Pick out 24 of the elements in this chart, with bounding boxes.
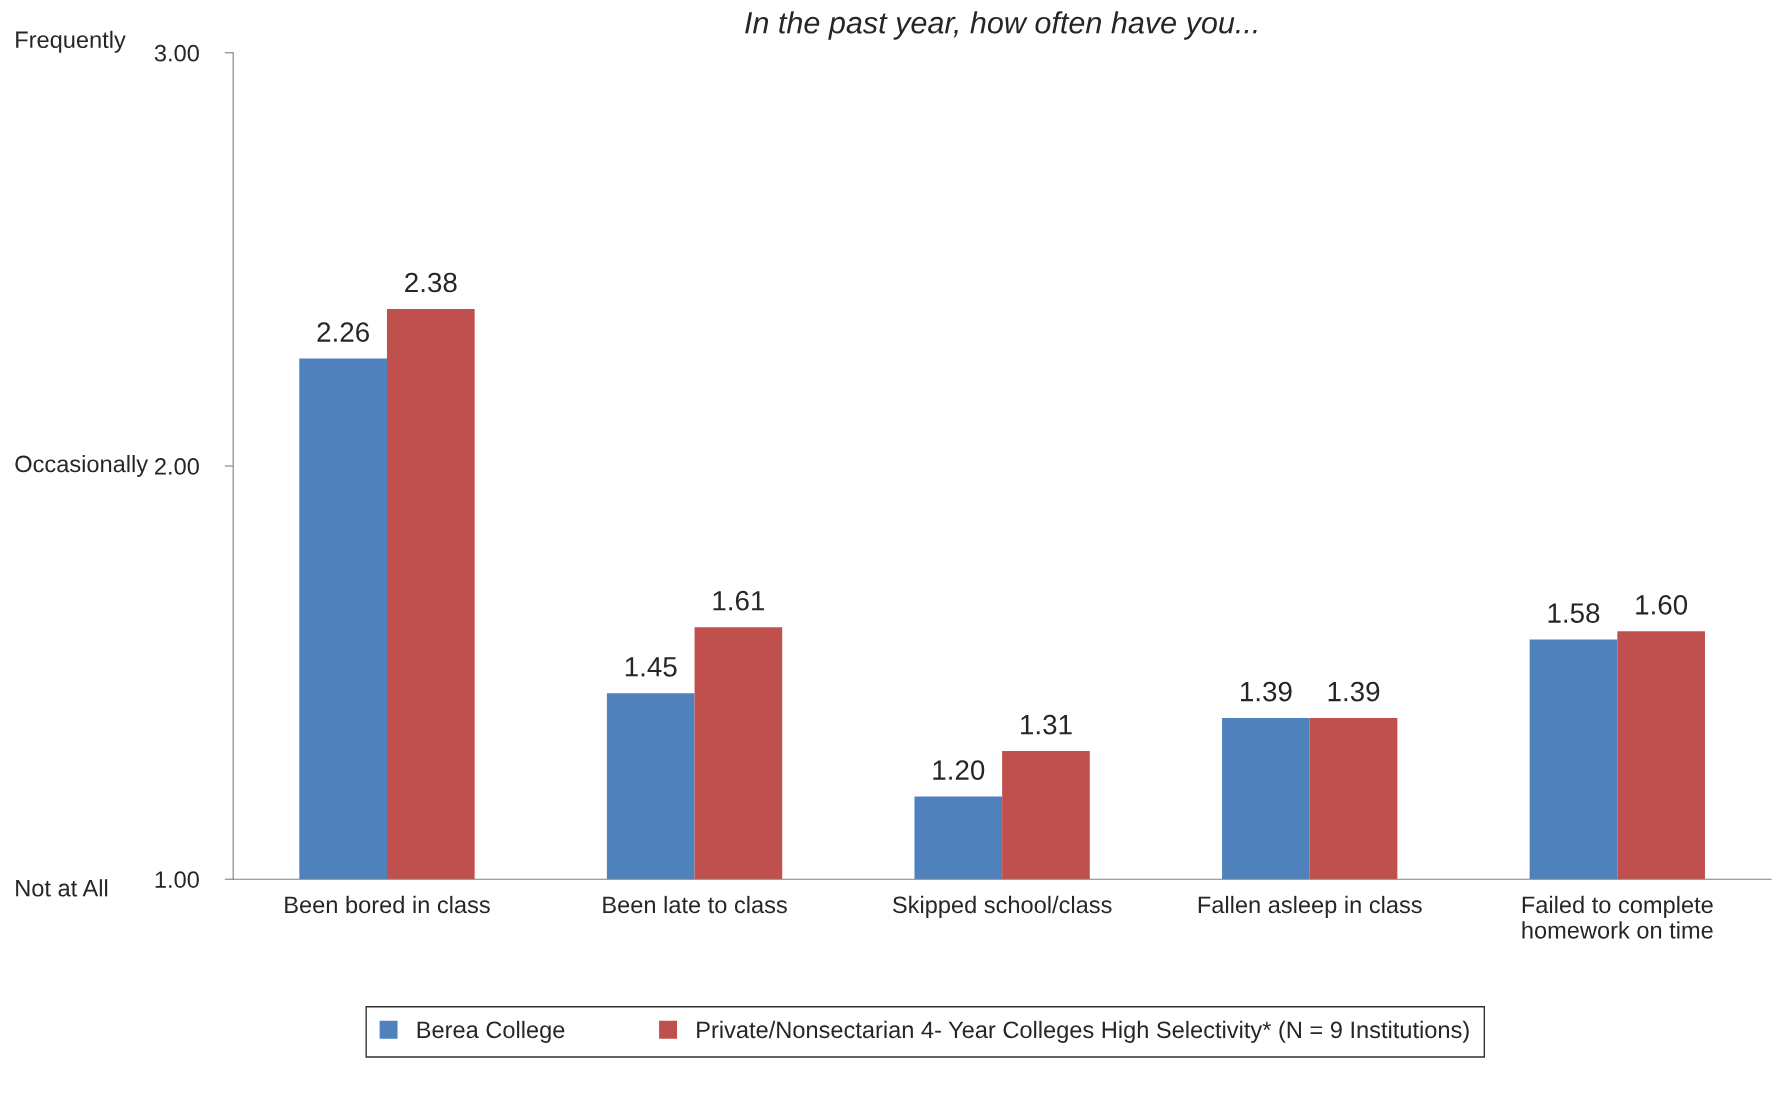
data-label: 1.61 [713,590,765,611]
data-label: 1.45 [625,657,677,677]
legend-label: Private/Nonsectarian 4- Year Colleges High Selectivity* (N = 9 Institutions) [697,1020,1469,1043]
legend-label: Berea College [417,1020,565,1043]
text: Frequently [16,30,126,53]
x-tick-label: Skipped school/class [892,895,1112,918]
x-tick-label: Been late to class [603,895,787,914]
chart-title: In the past year, how often have you... [745,11,1257,40]
x-tick-label: Been bored in class [285,895,490,914]
data-label: 1.31 [1021,714,1072,735]
data-label: 2.38 [405,272,457,293]
text: Occasionally [15,454,149,477]
y-tick-label: 2.00 [155,458,199,475]
data-label: 1.39 [1240,681,1292,702]
data-label: 1.58 [1548,603,1600,623]
data-label: 2.26 [317,322,369,342]
data-label: 1.39 [1328,681,1380,702]
y-tick-label: 3.00 [154,44,199,62]
text: Not at All [16,879,108,897]
data-label: 1.60 [1636,594,1688,615]
x-tick-label: Fallen asleep in class [1198,895,1422,918]
y-tick-label: 1.00 [155,871,199,888]
data-label: 1.20 [933,760,985,780]
x-tick-label: Failed to complete homework on time [1522,895,1713,939]
